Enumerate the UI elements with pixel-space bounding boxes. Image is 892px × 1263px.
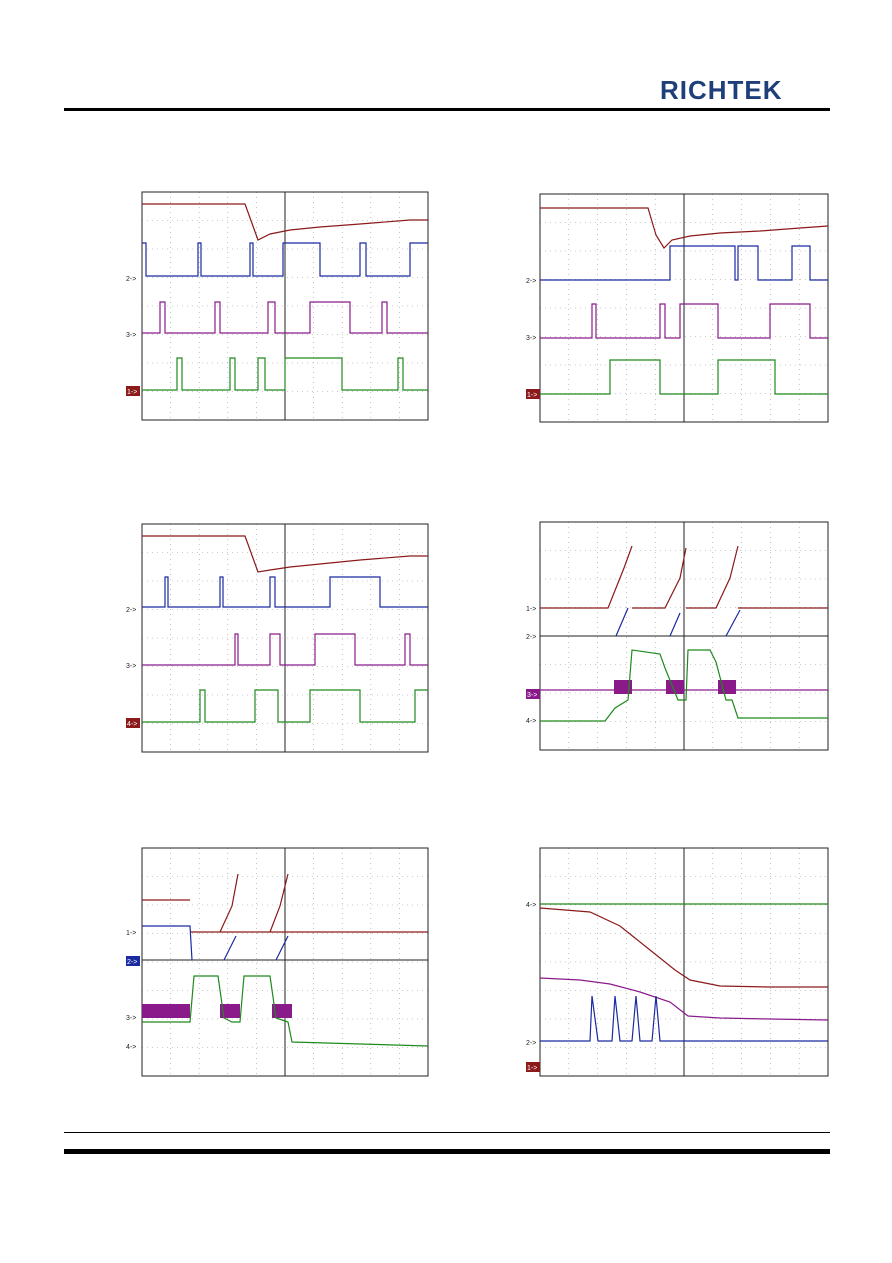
- scope-5-marker-1: 1->: [126, 930, 136, 937]
- scope-3-svg: 2-> 3-> 4->: [126, 523, 429, 753]
- scope-4-trace-ch1: [540, 545, 828, 609]
- header-rule: [64, 108, 830, 111]
- scope-3-trace-ch2: [142, 576, 428, 608]
- scope-6-marker-4: 4->: [526, 902, 536, 909]
- scope-capture-5: 1-> 2-> 3-> 4->: [120, 846, 430, 1078]
- scope-2-marker-3: 3->: [526, 335, 536, 342]
- scope-5-burst-3: [272, 1004, 292, 1018]
- scope-3-trace-ch3: [142, 633, 428, 666]
- scope-4-svg: 1-> 2-> 3-> 4->: [526, 521, 829, 751]
- scope-6-marker-1: 1->: [527, 1065, 537, 1072]
- footer-rule-thick: [64, 1149, 830, 1154]
- scope-4-marker-3: 3->: [527, 692, 537, 699]
- scope-capture-4: 1-> 2-> 3-> 4->: [520, 518, 832, 754]
- scope-capture-6: 4-> 2-> 1->: [520, 846, 832, 1078]
- richtek-logo: RICHTEK: [660, 75, 783, 105]
- scope-6-trace-ch3: [539, 977, 829, 1021]
- scope-1-marker-3: 3->: [126, 332, 136, 339]
- scope-3-marker-2: 2->: [126, 607, 136, 614]
- scope-4-trace-ch2: [615, 607, 741, 637]
- scope-1-trace-ch4: [142, 357, 428, 391]
- scope-5-burst-1: [142, 1004, 190, 1018]
- scope-1-trace-ch2: [142, 242, 428, 277]
- scope-5-trace-ch1: [142, 873, 428, 933]
- scope-5-burst-2: [220, 1004, 240, 1018]
- scope-3-trace-ch1: [142, 535, 428, 573]
- scope-3-trace-ch4: [142, 689, 428, 723]
- scope-2-marker-2: 2->: [526, 278, 536, 285]
- scope-2-trace-ch4: [540, 359, 828, 395]
- scope-5-marker-2: 2->: [127, 959, 137, 966]
- scope-6-marker-2: 2->: [526, 1040, 536, 1047]
- scope-6-trace-ch2: [540, 995, 828, 1042]
- scope-capture-2: 2-> 3-> 1->: [520, 190, 832, 424]
- scope-4-burst-3: [718, 680, 736, 694]
- scope-5-trace-ch4: [142, 975, 429, 1047]
- scope-1-trace-ch3: [142, 301, 428, 334]
- scope-5-marker-4: 4->: [126, 1044, 136, 1051]
- scope-2-svg: 2-> 3-> 1->: [526, 193, 829, 423]
- scope-1-trace-ch1: [142, 203, 428, 241]
- scope-5-trace-ch2: [142, 925, 289, 961]
- scope-1-svg: 2-> 3-> 1->: [126, 191, 429, 421]
- scope-5-marker-3: 3->: [126, 1015, 136, 1022]
- scope-4-marker-4: 4->: [526, 718, 536, 725]
- footer-rule-thin: [64, 1132, 830, 1133]
- scope-capture-1: 2-> 3-> 1->: [120, 190, 430, 422]
- scope-4-burst-2: [666, 680, 684, 694]
- scope-3-marker-3: 3->: [126, 663, 136, 670]
- scope-2-trace-ch1: [540, 207, 829, 249]
- scope-6-trace-ch1: [539, 907, 828, 988]
- scope-2-marker-1: 1->: [527, 392, 537, 399]
- scope-capture-3: 2-> 3-> 4->: [120, 522, 430, 754]
- scope-2-trace-ch3: [540, 303, 828, 339]
- scope-1-marker-2: 2->: [126, 276, 136, 283]
- scope-5-svg: 1-> 2-> 3-> 4->: [126, 847, 429, 1077]
- scope-3-marker-4: 4->: [127, 721, 137, 728]
- scope-4-marker-1: 1->: [526, 606, 536, 613]
- scope-4-marker-2: 2->: [526, 634, 536, 641]
- scope-1-marker-1: 1->: [127, 389, 137, 396]
- scope-4-trace-ch4: [540, 649, 828, 722]
- scope-4-burst-1: [614, 680, 632, 694]
- scope-6-svg: 4-> 2-> 1->: [526, 847, 829, 1077]
- scope-2-trace-ch2: [540, 245, 828, 281]
